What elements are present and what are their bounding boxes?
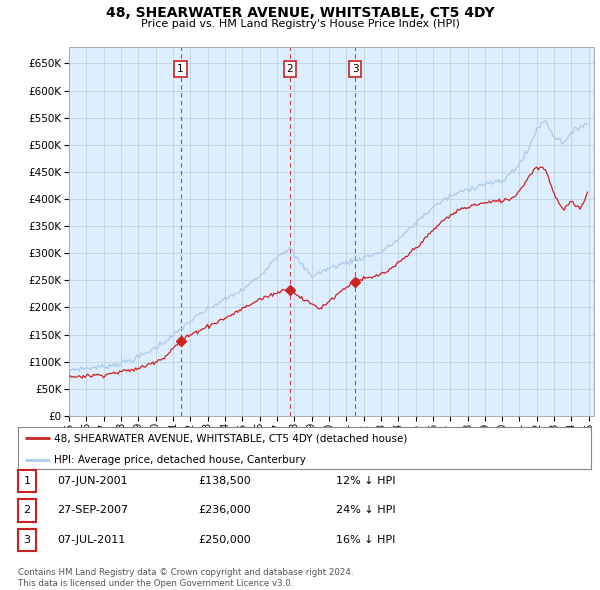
Text: Price paid vs. HM Land Registry's House Price Index (HPI): Price paid vs. HM Land Registry's House … [140,19,460,29]
Text: £236,000: £236,000 [198,506,251,515]
Text: 24% ↓ HPI: 24% ↓ HPI [336,506,395,515]
Text: 3: 3 [352,64,359,74]
Text: 07-JUN-2001: 07-JUN-2001 [57,476,128,486]
Text: £250,000: £250,000 [198,535,251,545]
Text: 3: 3 [23,535,31,545]
Text: HPI: Average price, detached house, Canterbury: HPI: Average price, detached house, Cant… [54,455,306,465]
Text: 07-JUL-2011: 07-JUL-2011 [57,535,125,545]
Text: 2: 2 [23,506,31,515]
Text: 1: 1 [23,476,31,486]
Text: 48, SHEARWATER AVENUE, WHITSTABLE, CT5 4DY: 48, SHEARWATER AVENUE, WHITSTABLE, CT5 4… [106,6,494,20]
Text: 2: 2 [286,64,293,74]
Text: 27-SEP-2007: 27-SEP-2007 [57,506,128,515]
Text: 12% ↓ HPI: 12% ↓ HPI [336,476,395,486]
Text: 16% ↓ HPI: 16% ↓ HPI [336,535,395,545]
Text: 1: 1 [177,64,184,74]
Text: 48, SHEARWATER AVENUE, WHITSTABLE, CT5 4DY (detached house): 48, SHEARWATER AVENUE, WHITSTABLE, CT5 4… [54,433,407,443]
Text: £138,500: £138,500 [198,476,251,486]
Text: Contains HM Land Registry data © Crown copyright and database right 2024.
This d: Contains HM Land Registry data © Crown c… [18,568,353,588]
